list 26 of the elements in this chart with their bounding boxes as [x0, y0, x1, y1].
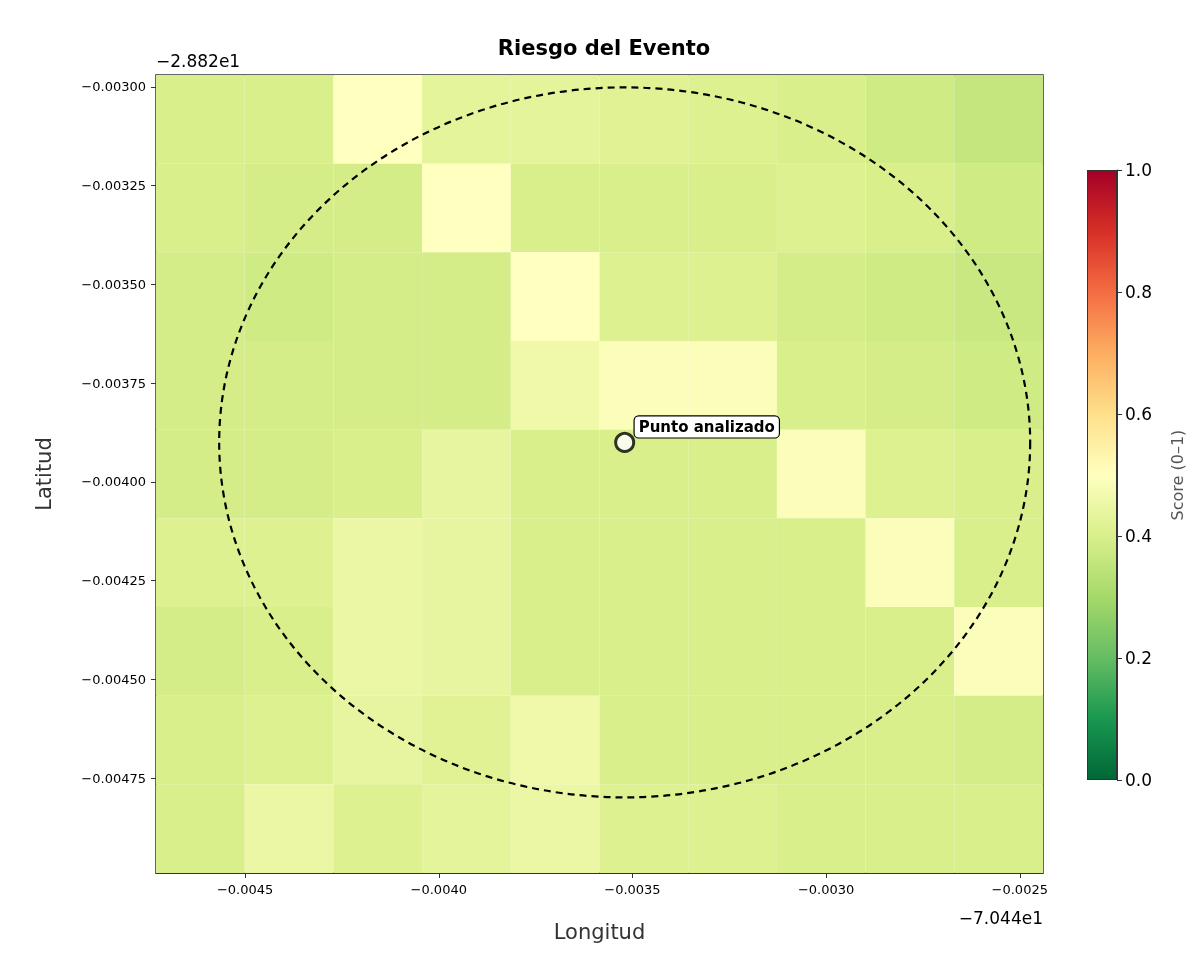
color-bar-label: 0.0 — [1125, 770, 1153, 790]
x-tick-label: −0.0045 — [216, 882, 274, 897]
color-bar-label: 0.6 — [1125, 404, 1153, 424]
color-bar-label: 0.2 — [1125, 648, 1153, 668]
x-tick-label: −0.0035 — [604, 882, 661, 897]
y-axis-title: Latitud — [31, 437, 56, 511]
annotation: Punto analizado — [638, 417, 775, 436]
y-tick-label: −0.00400 — [81, 474, 146, 490]
text: −2.882e1 — [156, 50, 241, 71]
text: −7.044e1 — [958, 907, 1043, 928]
x-tick-label: −0.0040 — [410, 882, 467, 897]
x-tick-label: −0.0030 — [797, 882, 855, 897]
y-tick-label: −0.00425 — [81, 573, 146, 589]
x-tick-label: −0.0025 — [991, 882, 1048, 897]
y-tick-label: −0.00375 — [81, 375, 146, 391]
color-bar-label: 1.0 — [1125, 160, 1153, 180]
chart-title: Riesgo del Evento — [497, 35, 711, 60]
y-tick-label: −0.00350 — [81, 276, 146, 292]
x-axis-title: Longitud — [553, 919, 646, 944]
y-tick-label: −0.00325 — [81, 178, 146, 194]
color-bar-label: 0.8 — [1125, 282, 1153, 302]
color-bar-label: 0.4 — [1125, 526, 1153, 546]
y-tick-label: −0.00450 — [81, 671, 146, 687]
color-bar-title: Score (0–1) — [1167, 429, 1187, 521]
y-tick-label: −0.00475 — [81, 770, 146, 786]
y-tick-label: −0.00300 — [81, 79, 146, 95]
